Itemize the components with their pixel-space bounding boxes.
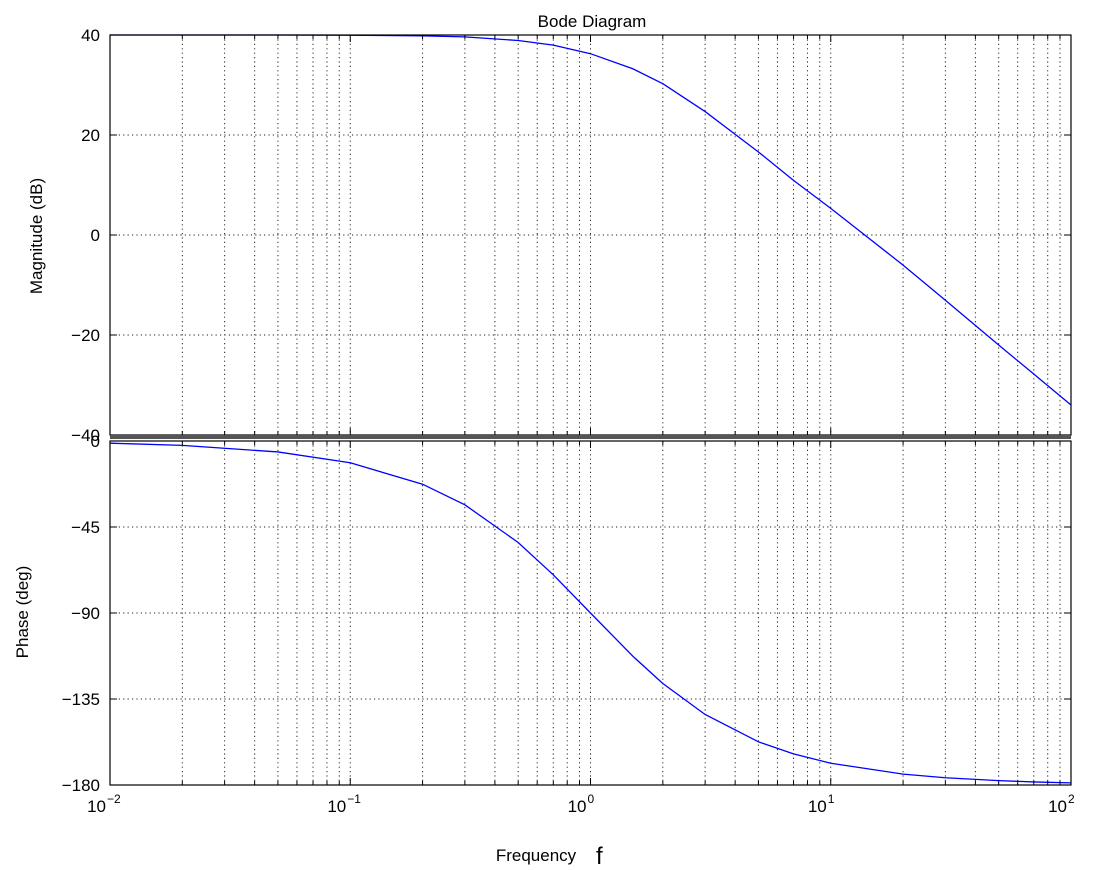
frequency-axis-symbol: f bbox=[596, 843, 603, 870]
magnitude-axis-label: Magnitude (dB) bbox=[27, 178, 46, 294]
xtick-base-1: 10 bbox=[327, 797, 346, 816]
chart-title: Bode Diagram bbox=[538, 12, 647, 31]
xtick-label-0: 10 −2 bbox=[87, 792, 121, 816]
xtick-exp-4: 2 bbox=[1068, 792, 1075, 806]
grid bbox=[110, 35, 1071, 785]
xtick-base-0: 10 bbox=[87, 797, 106, 816]
xtick-label-2: 10 0 bbox=[568, 792, 595, 816]
axes-frames bbox=[109, 34, 1072, 786]
phase-ytick-label-3: −135 bbox=[62, 690, 100, 709]
xtick-exp-1: −1 bbox=[347, 792, 361, 806]
xtick-base-4: 10 bbox=[1048, 797, 1067, 816]
xtick-exp-3: 1 bbox=[828, 792, 835, 806]
magnitude-ytick-label-3: −20 bbox=[71, 326, 100, 345]
phase-curve bbox=[109, 442, 1072, 784]
xtick-label-1: 10 −1 bbox=[327, 792, 361, 816]
phase-ytick-label-4: −180 bbox=[62, 776, 100, 795]
magnitude-ytick-label-4: −40 bbox=[71, 426, 100, 445]
frequency-axis-label: Frequency bbox=[496, 846, 577, 865]
phase-ytick-label-0: 0 bbox=[91, 432, 100, 451]
xtick-label-3: 10 1 bbox=[808, 792, 835, 816]
magnitude-ytick-label-0: 40 bbox=[81, 26, 100, 45]
xtick-base-2: 10 bbox=[568, 797, 587, 816]
magnitude-ytick-label-1: 20 bbox=[81, 126, 100, 145]
phase-ytick-label-1: −45 bbox=[71, 518, 100, 537]
phase-axis-label: Phase (deg) bbox=[13, 566, 32, 659]
xtick-base-3: 10 bbox=[808, 797, 827, 816]
magnitude-ytick-label-2: 0 bbox=[91, 226, 100, 245]
xtick-exp-0: −2 bbox=[107, 792, 121, 806]
xtick-exp-2: 0 bbox=[588, 792, 595, 806]
xtick-label-4: 10 2 bbox=[1048, 792, 1075, 816]
phase-ytick-label-2: −90 bbox=[71, 604, 100, 623]
